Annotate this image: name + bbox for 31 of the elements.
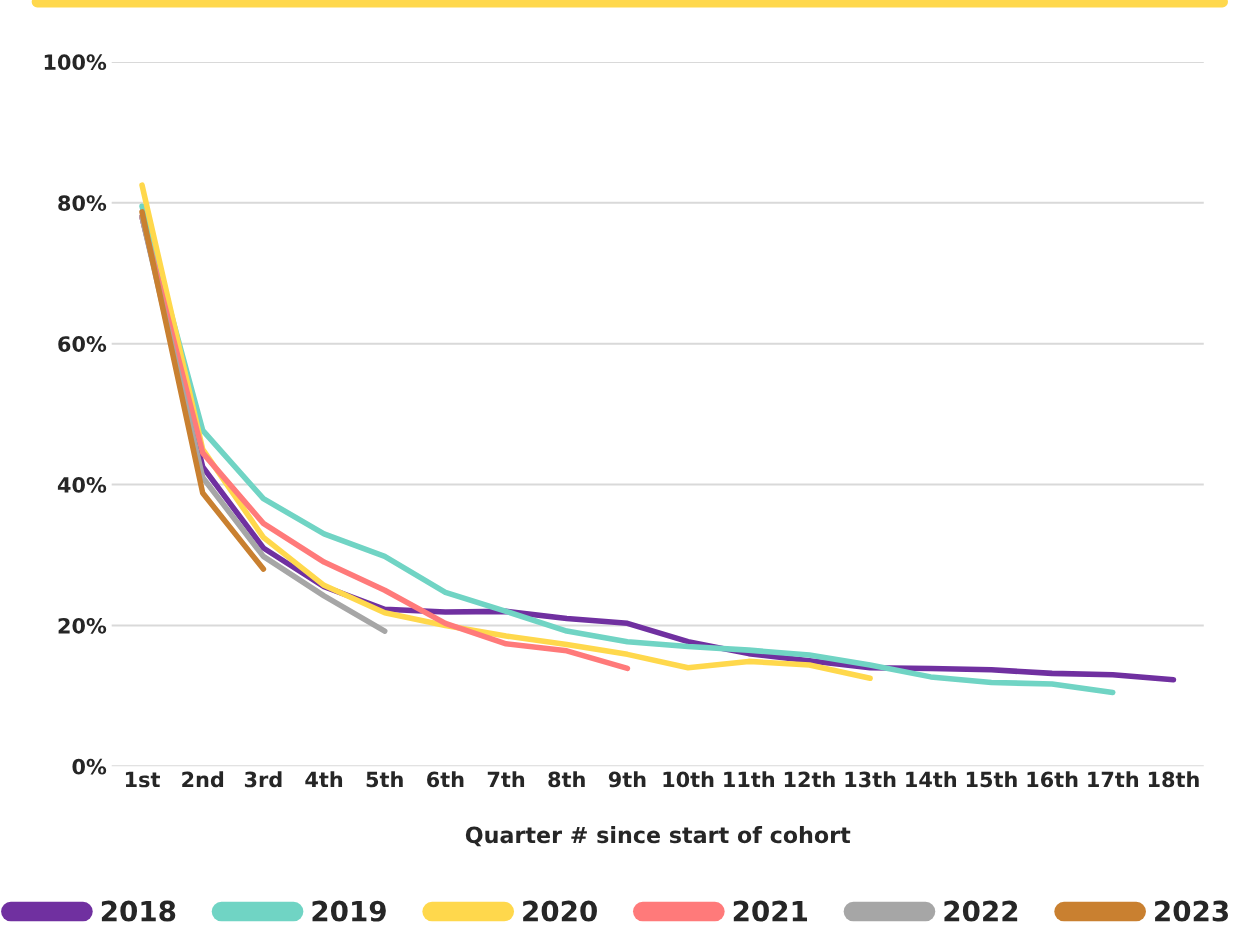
legend-label: 2018 [101,900,176,922]
y-tick-label: 80% [58,195,107,211]
x-tick-label: 5th [366,771,403,788]
x-tick-label: 3rd [244,771,282,788]
x-tick-label: 8th [548,771,585,788]
x-tick-label: 7th [487,771,525,788]
x-tick-label: 15th [966,771,1017,788]
x-tick-label: 1st [125,771,160,788]
x-tick-label: 9th [608,771,646,788]
legend-label: 2022 [944,900,1018,922]
legend-label: 2020 [523,900,597,922]
x-tick-label: 18th [1148,771,1199,788]
x-tick-label: 6th [427,771,464,788]
x-tick-label: 11th [724,771,774,788]
legend-label: 2021 [733,900,808,922]
legend-label: 2023 [1155,900,1228,922]
x-tick-label: 17th [1088,771,1139,788]
x-tick-label: 12th [784,771,835,788]
y-tick-label: 60% [58,336,107,352]
y-tick-label: 0% [72,758,107,775]
x-axis-title: Quarter # since start of cohort [465,826,851,847]
x-tick-label: 10th [663,771,714,788]
x-tick-label: 2nd [182,771,224,788]
y-tick-label: 20% [58,617,107,634]
x-tick-label: 14th [906,771,957,788]
x-tick-label: 4th [305,771,343,788]
x-tick-label: 13th [845,771,896,788]
y-tick-label: 100% [44,54,107,71]
legend-label: 2019 [312,900,386,922]
y-tick-label: 40% [57,477,107,493]
x-tick-label: 16th [1027,771,1078,788]
